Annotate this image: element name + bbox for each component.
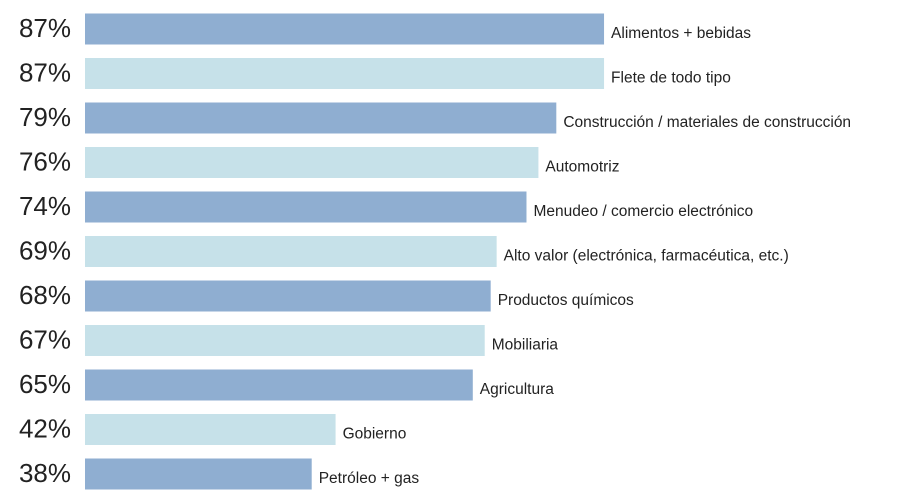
- bar: [85, 58, 605, 89]
- category-label: Flete de todo tipo: [611, 70, 731, 87]
- value-label: 67%: [19, 324, 71, 354]
- category-label: Menudeo / comercio electrónico: [533, 203, 753, 220]
- category-label: Construcción / materiales de construcció…: [563, 114, 851, 131]
- bar: [85, 102, 557, 134]
- bar: [85, 13, 605, 45]
- value-label: 76%: [19, 146, 71, 176]
- bar: [85, 414, 336, 445]
- value-label: 69%: [19, 235, 71, 265]
- value-label: 87%: [19, 57, 71, 87]
- bar: [85, 325, 485, 356]
- category-label: Mobiliaria: [492, 337, 559, 354]
- bar: [85, 280, 491, 312]
- value-label: 87%: [19, 13, 71, 43]
- bar: [85, 191, 527, 223]
- category-label: Agricultura: [480, 381, 554, 398]
- category-label: Gobierno: [343, 426, 407, 443]
- value-label: 42%: [19, 413, 71, 443]
- bar: [85, 236, 497, 267]
- value-label: 74%: [19, 191, 71, 221]
- category-label: Alimentos + bebidas: [611, 25, 751, 42]
- bar: [85, 369, 473, 401]
- category-label: Petróleo + gas: [319, 470, 420, 487]
- category-label: Productos químicos: [498, 292, 634, 309]
- value-label: 79%: [19, 102, 71, 132]
- value-label: 38%: [19, 458, 71, 488]
- bar: [85, 147, 539, 178]
- value-label: 65%: [19, 369, 71, 399]
- value-label: 68%: [19, 280, 71, 310]
- bar: [85, 458, 312, 490]
- category-label: Automotriz: [545, 159, 619, 176]
- category-label: Alto valor (electrónica, farmacéutica, e…: [504, 248, 789, 265]
